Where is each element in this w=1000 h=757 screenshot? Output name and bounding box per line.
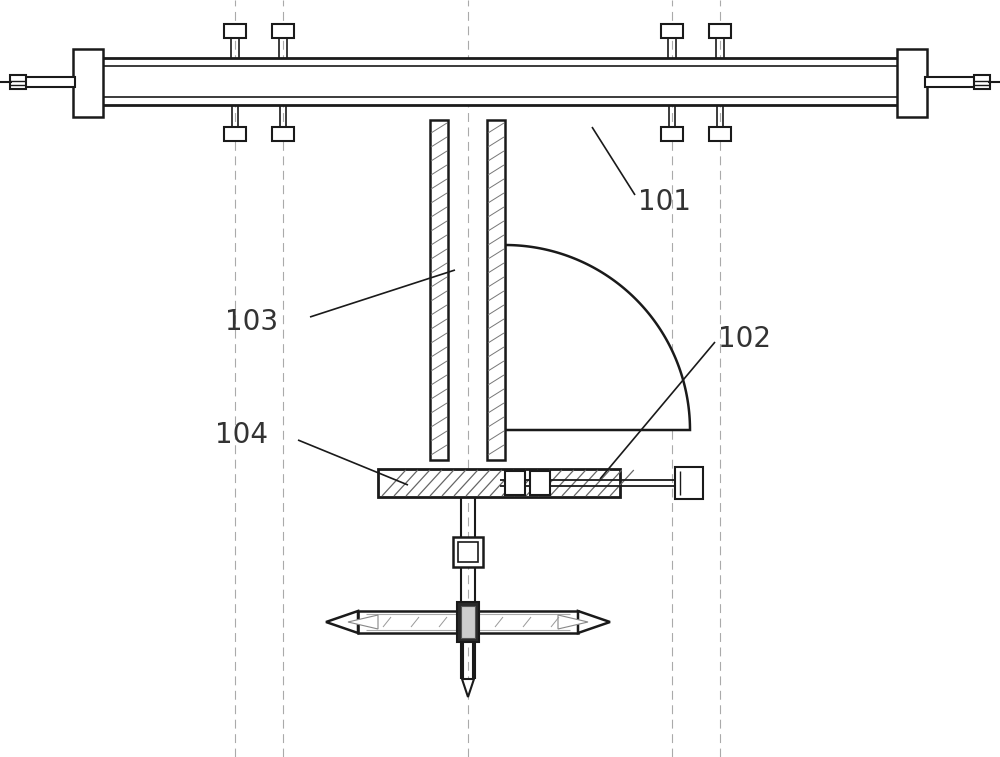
Bar — [453, 537, 483, 567]
Polygon shape — [462, 679, 474, 697]
Polygon shape — [578, 611, 610, 633]
Bar — [925, 77, 975, 87]
Bar — [272, 127, 294, 141]
Polygon shape — [326, 611, 358, 633]
Bar — [430, 120, 448, 460]
Bar — [897, 49, 927, 117]
Bar — [272, 24, 294, 38]
Bar — [530, 471, 550, 495]
Text: 103: 103 — [225, 308, 278, 336]
Polygon shape — [558, 615, 588, 629]
Bar — [87, 58, 913, 105]
Bar — [378, 469, 620, 497]
Bar — [709, 24, 731, 38]
Polygon shape — [505, 245, 690, 430]
Bar — [73, 49, 103, 117]
Bar — [505, 471, 525, 495]
Bar — [457, 602, 479, 642]
Bar — [661, 24, 683, 38]
Bar — [224, 24, 246, 38]
Bar — [709, 127, 731, 141]
Bar — [458, 542, 478, 562]
Bar — [974, 75, 990, 89]
Polygon shape — [348, 615, 378, 629]
Text: 102: 102 — [718, 325, 771, 353]
Text: 101: 101 — [638, 188, 691, 216]
Bar — [675, 467, 703, 499]
Bar — [661, 127, 683, 141]
Text: 104: 104 — [215, 421, 268, 449]
Bar — [10, 75, 26, 89]
Bar — [25, 77, 75, 87]
Bar — [461, 606, 475, 638]
Bar — [224, 127, 246, 141]
Bar — [358, 611, 578, 633]
Bar — [487, 120, 505, 460]
